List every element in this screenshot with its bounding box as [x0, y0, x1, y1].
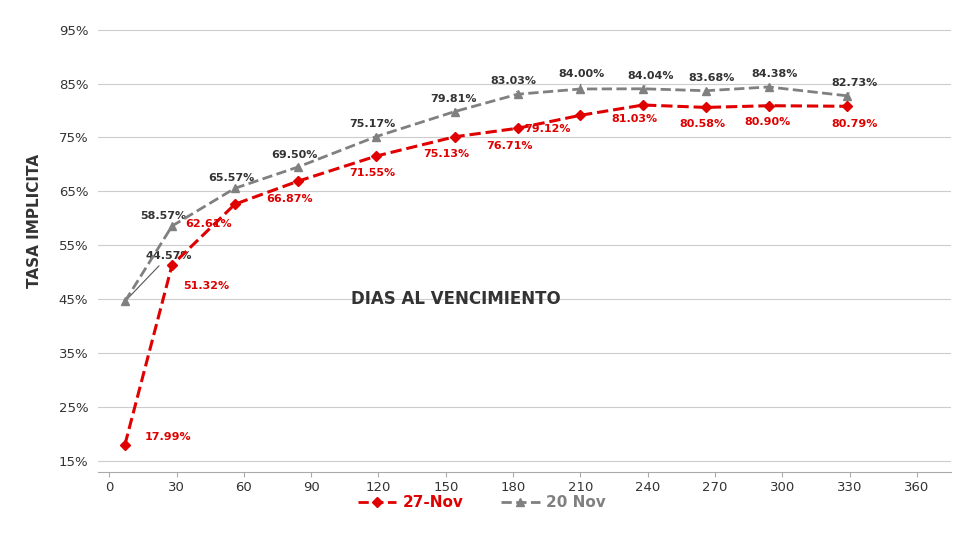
Text: 80.58%: 80.58% [679, 119, 725, 129]
Text: 66.87%: 66.87% [267, 195, 313, 204]
Text: 75.13%: 75.13% [423, 149, 469, 159]
Text: TASA IMPLICITA: TASA IMPLICITA [26, 154, 41, 288]
Text: 58.57%: 58.57% [141, 211, 187, 226]
Text: 83.03%: 83.03% [491, 76, 537, 92]
Legend: 27-Nov, 20 Nov: 27-Nov, 20 Nov [352, 489, 612, 517]
Text: 79.12%: 79.12% [524, 125, 570, 134]
Text: 82.73%: 82.73% [832, 78, 878, 93]
Text: 51.32%: 51.32% [183, 281, 229, 291]
Text: 44.57%: 44.57% [126, 251, 192, 299]
Text: 83.68%: 83.68% [688, 73, 734, 91]
Text: 71.55%: 71.55% [349, 167, 395, 178]
Text: 79.81%: 79.81% [430, 94, 476, 112]
Text: 80.79%: 80.79% [832, 119, 878, 129]
Text: 84.04%: 84.04% [627, 70, 674, 86]
Text: 84.38%: 84.38% [751, 69, 798, 87]
Text: 62.61%: 62.61% [185, 218, 232, 229]
Text: 80.90%: 80.90% [744, 118, 791, 127]
Text: 76.71%: 76.71% [486, 140, 533, 151]
Text: 84.00%: 84.00% [558, 69, 605, 86]
Text: 65.57%: 65.57% [208, 173, 254, 188]
Text: 17.99%: 17.99% [145, 431, 192, 442]
Text: 75.17%: 75.17% [349, 119, 396, 137]
Text: 69.50%: 69.50% [270, 150, 318, 167]
Text: 81.03%: 81.03% [612, 114, 658, 124]
Text: DIAS AL VENCIMIENTO: DIAS AL VENCIMIENTO [351, 289, 561, 307]
